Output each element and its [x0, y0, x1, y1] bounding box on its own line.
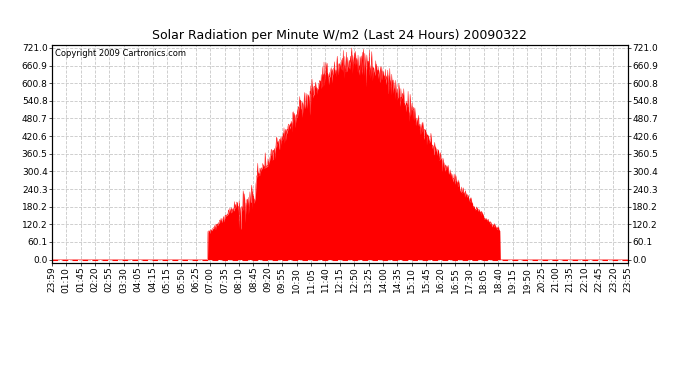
Title: Solar Radiation per Minute W/m2 (Last 24 Hours) 20090322: Solar Radiation per Minute W/m2 (Last 24… — [152, 30, 527, 42]
Text: Copyright 2009 Cartronics.com: Copyright 2009 Cartronics.com — [55, 50, 186, 58]
